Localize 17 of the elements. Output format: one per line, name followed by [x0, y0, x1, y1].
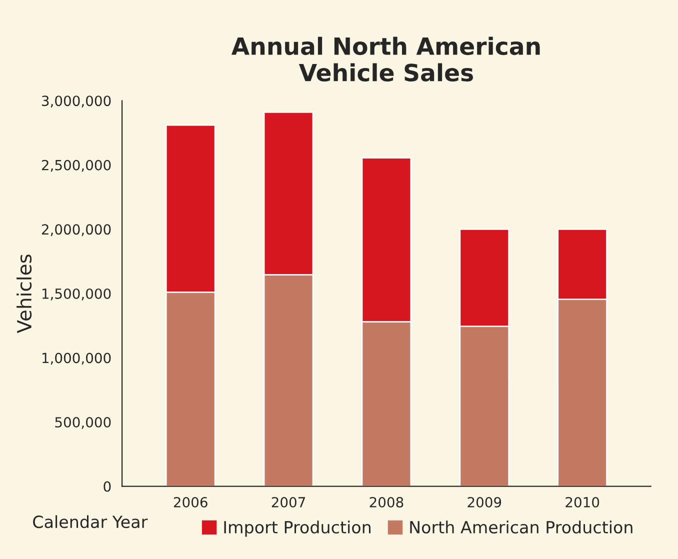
- chart-title: Annual North American Vehicle Sales: [231, 36, 540, 82]
- x-axis-title: Calendar Year: [33, 515, 148, 528]
- legend-label: North American Production: [410, 520, 632, 534]
- y-tick-label: 3,000,000: [42, 96, 111, 108]
- y-tick-label: 1,000,000: [42, 352, 111, 365]
- x-tick-label: 2008: [370, 496, 404, 508]
- x-tick-label: 2006: [174, 496, 208, 508]
- x-tick-label: 2010: [566, 496, 600, 508]
- legend-label: Import Production: [224, 520, 370, 537]
- y-tick-label: 2,000,000: [42, 224, 111, 236]
- x-tick-label: 2007: [272, 496, 306, 508]
- y-tick-label: 500,000: [55, 417, 111, 429]
- y-axis-title: Vehicles: [16, 254, 32, 334]
- x-tick-label: 2009: [468, 496, 502, 508]
- y-tick-label: 0: [104, 481, 111, 492]
- y-tick-label: 2,500,000: [42, 160, 111, 172]
- y-tick-label: 1,500,000: [42, 288, 111, 300]
